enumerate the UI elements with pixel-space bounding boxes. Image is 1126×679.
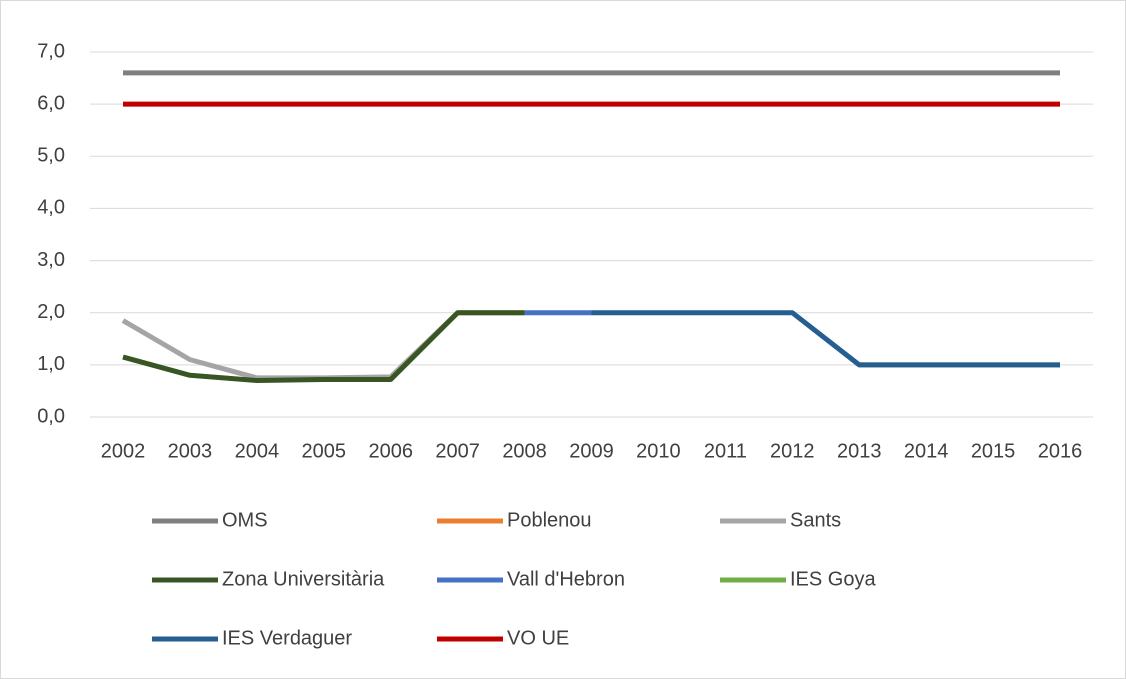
x-tick-label: 2015	[971, 440, 1016, 462]
legend-label: Zona Universitària	[222, 568, 385, 590]
x-tick-label: 2005	[302, 440, 347, 462]
x-tick-label: 2012	[770, 440, 815, 462]
legend-label: Poblenou	[507, 509, 592, 531]
series-line	[591, 310, 1060, 368]
legend-label: VO UE	[507, 627, 569, 649]
x-tick-label: 2004	[235, 440, 280, 462]
legend-label: Vall d'Hebron	[507, 568, 625, 590]
x-tick-label: 2014	[904, 440, 949, 462]
x-tick-label: 2009	[569, 440, 614, 462]
x-tick-label: 2007	[435, 440, 480, 462]
x-tick-label: 2016	[1038, 440, 1083, 462]
legend-label: Sants	[790, 509, 841, 531]
legend-label: IES Goya	[790, 568, 876, 590]
x-tick-label: 2010	[636, 440, 681, 462]
series-line	[122, 310, 525, 383]
y-tick-label: 2,0	[37, 301, 65, 323]
x-tick-label: 2003	[168, 440, 213, 462]
y-tick-label: 5,0	[37, 145, 65, 167]
y-tick-label: 4,0	[37, 197, 65, 219]
y-tick-label: 3,0	[37, 249, 65, 271]
legend-label: IES Verdaguer	[222, 627, 352, 649]
x-tick-label: 2008	[502, 440, 547, 462]
y-tick-label: 7,0	[37, 40, 65, 62]
x-tick-label: 2002	[101, 440, 146, 462]
x-tick-label: 2013	[837, 440, 882, 462]
x-tick-label: 2011	[704, 440, 747, 462]
legend-label: OMS	[222, 509, 268, 531]
x-tick-label: 2006	[368, 440, 413, 462]
y-tick-label: 0,0	[37, 405, 65, 427]
y-tick-label: 1,0	[37, 353, 65, 375]
y-tick-label: 6,0	[37, 92, 65, 114]
